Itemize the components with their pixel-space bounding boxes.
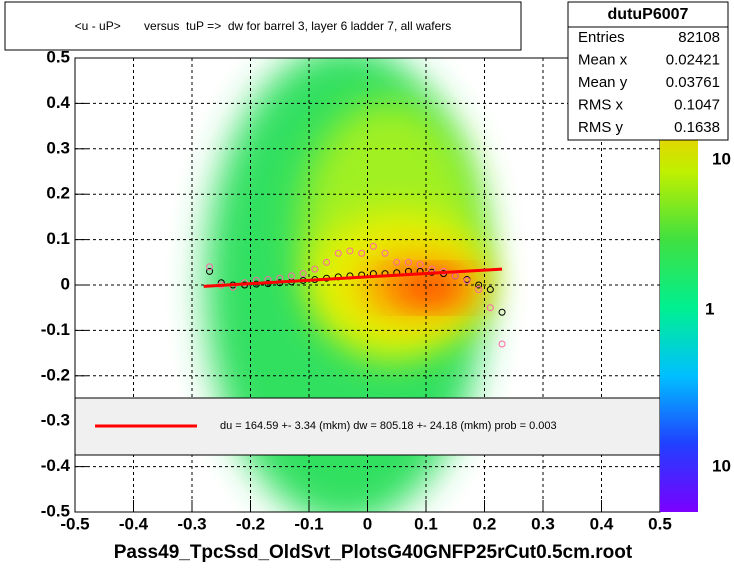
palette-label: 10 [712,456,731,475]
y-tick-label: -0.2 [41,365,70,384]
stats-box [567,1,729,141]
stats-title: dutuP6007 [608,6,689,23]
data-point [463,276,471,284]
data-point [486,304,494,312]
stats-value: 0.02421 [666,51,720,68]
x-tick-label: 0 [363,514,372,533]
data-point [486,286,494,294]
x-tick-label: -0.1 [294,514,323,533]
data-point [299,270,307,278]
y-tick-label: 0.4 [46,93,70,112]
stats-key: Mean y [578,74,628,91]
fit-line [203,267,503,288]
data-point [206,263,214,271]
stats-value: 0.1047 [674,96,720,113]
data-point [416,261,424,269]
data-point [393,258,401,266]
data-point [346,247,354,255]
y-tick-label: -0.4 [41,456,71,475]
x-tick-label: -0.3 [177,514,206,533]
x-tick-label: -0.4 [119,514,149,533]
data-point [475,281,483,289]
data-point [498,308,506,316]
stats-key: Mean x [578,51,628,68]
data-point [323,258,331,266]
y-tick-label: 0.2 [46,184,70,203]
title-box [4,1,522,51]
y-tick-label: -0.1 [41,320,70,339]
x-tick-label: 0.5 [648,514,672,533]
x-tick-label: 0.2 [473,514,497,533]
data-point [381,249,389,257]
data-point [287,272,295,280]
chart-title: <u - uP> versus tuP => dw for barrel 3, … [75,19,452,33]
data-point [498,340,506,348]
stats-key: Entries [578,29,625,46]
data-point [369,242,377,250]
y-tick-label: -0.5 [41,501,70,520]
y-tick-label: 0.3 [46,138,70,157]
stats-key: RMS y [578,119,624,136]
x-tick-label: 0.1 [414,514,438,533]
stats-value: 0.1638 [674,119,720,136]
palette-label: 1 [705,299,714,318]
x-tick-label: 0.3 [531,514,555,533]
stats-key: RMS x [578,96,624,113]
y-tick-label: 0 [61,274,70,293]
data-point [334,249,342,257]
stats-value: 0.03761 [666,74,720,91]
data-point [206,267,214,275]
x-tick-label: -0.2 [236,514,265,533]
x-tick-label: 0.4 [590,514,614,533]
stats-value: 82108 [678,29,720,46]
data-point [475,286,483,294]
y-tick-label: 0.1 [46,229,70,248]
palette-label: 10 [712,149,731,168]
y-tick-label: 0.5 [46,47,70,66]
data-point [358,249,366,257]
data-point [404,258,412,266]
x-tick-label: -0.5 [60,514,89,533]
x-axis-label: Pass49_TpcSsd_OldSvt_PlotsG40GNFP25rCut0… [114,542,633,563]
y-tick-label: -0.3 [41,411,70,430]
legend-label: du = 164.59 +- 3.34 (mkm) dw = 805.18 +-… [220,420,557,432]
data-point [311,265,319,273]
